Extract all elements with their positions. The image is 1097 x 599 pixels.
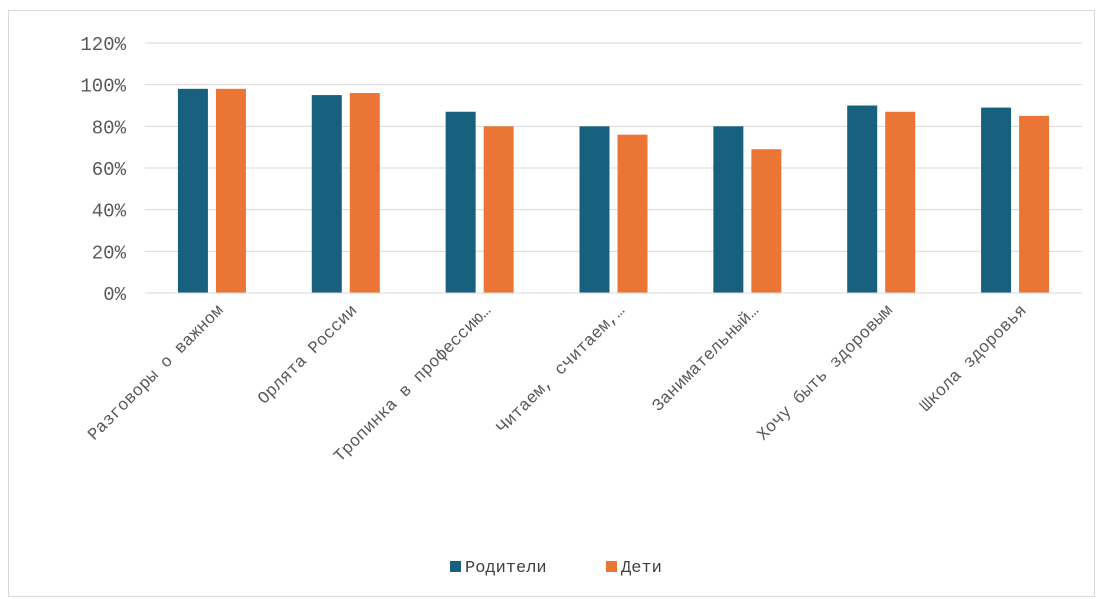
y-tick-label: 0% (103, 284, 126, 306)
bar-children (1019, 115, 1050, 294)
legend-swatch-parents (450, 561, 461, 572)
bar-parents (177, 88, 208, 293)
y-tick-label: 100% (80, 76, 126, 98)
x-category-label: Читаем, считаем,… (494, 302, 630, 438)
legend-label-children: Дети (621, 559, 662, 578)
y-axis-tick-labels: 0% 20% 40% 60% 80% 100% 120% (80, 34, 126, 306)
legend-label-parents: Родители (465, 559, 547, 578)
bar-parents (311, 95, 342, 293)
bar-children (349, 93, 380, 293)
bar-children (751, 149, 782, 293)
y-tick-label: 40% (92, 201, 127, 223)
x-category-label: Хочу быть здоровым (754, 302, 897, 445)
y-tick-label: 120% (80, 34, 126, 56)
x-category-label: Тропинка в профессию… (331, 302, 496, 467)
x-axis-category-labels: Разговоры о важном Орлята РоссииТропинка … (85, 302, 1031, 467)
y-tick-label: 60% (92, 159, 127, 181)
bar-parents (981, 107, 1012, 293)
x-category-label: Орлята России (255, 302, 362, 409)
y-tick-label: 80% (92, 117, 127, 139)
legend-swatch-children (606, 561, 617, 572)
y-tick-label: 20% (92, 242, 127, 264)
bar-parents (847, 105, 878, 293)
bar-children (885, 111, 916, 293)
bar-parents (579, 126, 610, 293)
x-category-label: Занимательный… (649, 302, 763, 416)
bar-children (617, 134, 648, 293)
bar-children (215, 88, 246, 293)
bars (177, 88, 1050, 294)
gridlines (145, 42, 1082, 252)
bar-children (483, 126, 514, 293)
legend: Родители Дети (450, 559, 662, 578)
bar-parents (445, 111, 476, 293)
x-category-label: Разговоры о важном (85, 302, 228, 445)
x-category-label: Школа здоровья (917, 302, 1031, 416)
bar-parents (713, 126, 744, 293)
